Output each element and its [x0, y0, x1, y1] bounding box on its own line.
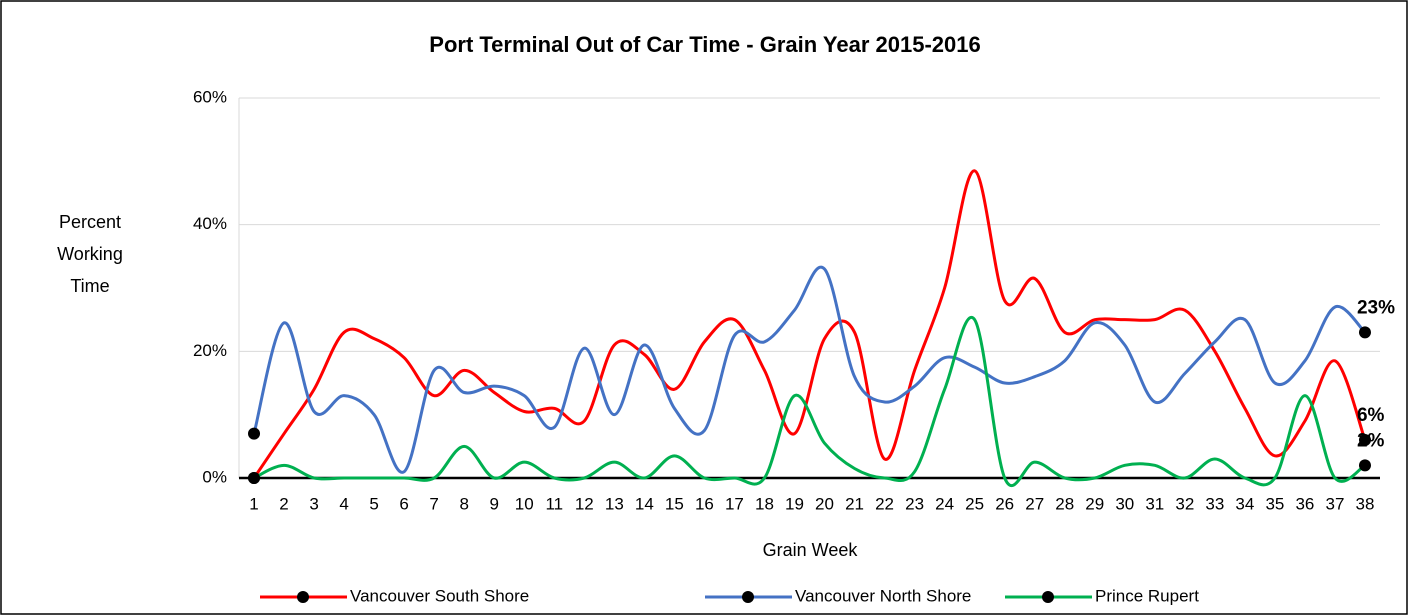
data-label: 23% [1357, 297, 1395, 318]
x-tick-label: 19 [785, 494, 804, 513]
x-tick-label: 1 [249, 494, 258, 513]
x-tick-label: 30 [1115, 494, 1134, 513]
legend-marker [742, 591, 754, 603]
x-tick-label: 37 [1325, 494, 1344, 513]
end-marker [1358, 459, 1371, 472]
x-tick-label: 8 [459, 494, 468, 513]
series-line [252, 265, 1367, 474]
x-tick-label: 20 [815, 494, 834, 513]
x-tick-label: 34 [1235, 494, 1254, 513]
y-tick-label: 40% [193, 214, 227, 233]
y-tick-label: 20% [193, 341, 227, 360]
x-tick-label: 26 [995, 494, 1014, 513]
chart-title: Port Terminal Out of Car Time - Grain Ye… [429, 32, 980, 57]
x-tick-label: 29 [1085, 494, 1104, 513]
x-tick-label: 10 [515, 494, 534, 513]
x-tick-label: 5 [369, 494, 378, 513]
x-tick-label: 17 [725, 494, 744, 513]
x-tick-label: 11 [545, 494, 563, 513]
legend-label: Vancouver North Shore [795, 586, 971, 605]
x-tick-label: 14 [635, 494, 654, 513]
x-tick-label: 16 [695, 494, 714, 513]
data-label: 6% [1357, 405, 1385, 426]
x-tick-label: 4 [339, 494, 348, 513]
x-tick-label: 36 [1295, 494, 1314, 513]
legend-label: Prince Rupert [1095, 586, 1199, 605]
x-tick-label: 27 [1025, 494, 1044, 513]
x-tick-label: 28 [1055, 494, 1074, 513]
x-tick-label: 7 [429, 494, 438, 513]
x-tick-label: 24 [935, 494, 954, 513]
series-line [253, 315, 1366, 488]
end-marker [248, 472, 261, 484]
legend-marker [297, 591, 309, 603]
end-marker [1358, 326, 1371, 339]
x-tick-label: 13 [605, 494, 624, 513]
x-tick-label: 6 [399, 494, 408, 513]
y-tick-label: 0% [202, 467, 227, 486]
end-marker [248, 427, 261, 440]
x-tick-label: 38 [1356, 494, 1375, 513]
x-tick-label: 15 [665, 494, 684, 513]
legend-label: Vancouver South Shore [350, 586, 529, 605]
x-tick-label: 3 [309, 494, 318, 513]
x-tick-label: 18 [755, 494, 774, 513]
x-tick-label: 12 [575, 494, 594, 513]
end-marker [1358, 434, 1371, 446]
x-tick-label: 22 [875, 494, 894, 513]
data-label: 2% [1357, 430, 1385, 451]
x-tick-label: 23 [905, 494, 924, 513]
x-tick-label: 21 [845, 494, 864, 513]
x-tick-label: 2 [279, 494, 288, 513]
x-tick-label: 35 [1265, 494, 1284, 513]
y-axis-title: Percent Working Time [57, 212, 123, 296]
legend-marker [1042, 591, 1054, 603]
x-tick-label: 33 [1205, 494, 1224, 513]
x-tick-label: 9 [489, 494, 498, 513]
x-tick-label: 25 [965, 494, 984, 513]
x-axis-title: Grain Week [763, 540, 859, 560]
y-tick-label: 60% [193, 87, 227, 106]
x-tick-label: 32 [1175, 494, 1194, 513]
x-tick-label: 31 [1145, 494, 1164, 513]
